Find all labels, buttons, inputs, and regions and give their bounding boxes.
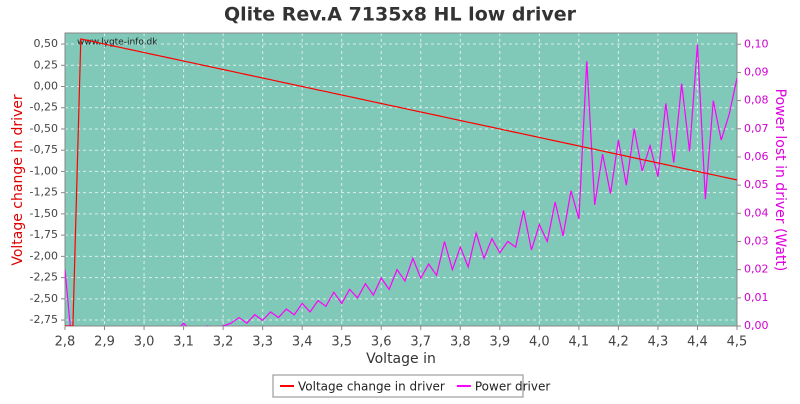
y-tick-label: 0,25 — [34, 58, 59, 71]
x-tick-label: 3,0 — [134, 335, 155, 350]
x-tick-label: 4,0 — [529, 335, 550, 350]
y2-tick-label: 0,06 — [744, 150, 769, 163]
y-tick-label: -0,75 — [30, 143, 58, 156]
y2-tick-label: 0,09 — [744, 65, 769, 78]
y2-tick-label: 0,08 — [744, 94, 769, 107]
watermark: www.lygte-info.dk — [77, 38, 158, 48]
legend-label: Voltage change in driver — [298, 380, 445, 394]
series-line — [65, 38, 737, 326]
y2-tick-label: 0,10 — [744, 37, 769, 50]
y-tick-label: -2,25 — [30, 271, 58, 284]
legend: Voltage change in driver Power driver — [272, 374, 550, 398]
x-tick-label: 3,1 — [173, 335, 194, 350]
y-tick-label: -1,25 — [30, 186, 58, 199]
x-tick-label: 3,8 — [450, 335, 471, 350]
y2-tick-label: 0,00 — [744, 319, 769, 332]
series-line — [65, 44, 737, 326]
x-tick-label: 3,4 — [292, 335, 313, 350]
y-tick-label: -2,50 — [30, 292, 58, 305]
y2-tick-label: 0,07 — [744, 122, 769, 135]
y-tick-label: 0,50 — [34, 37, 59, 50]
legend-box — [272, 374, 524, 398]
y-axis-title: Voltage change in driver — [10, 94, 26, 266]
x-tick-label: 4,2 — [608, 335, 629, 350]
y-tick-label: -0,25 — [30, 101, 58, 114]
x-tick-label: 4,5 — [727, 335, 748, 350]
y2-tick-label: 0,04 — [744, 206, 769, 219]
chart-title: Qlite Rev.A 7135x8 HL low driver — [224, 4, 577, 26]
legend-label: Power driver — [475, 380, 550, 394]
y-tick-label: -0,50 — [30, 122, 58, 135]
y2-tick-label: 0,05 — [744, 178, 769, 191]
y2-axis-title: Power lost in driver (Watt) — [772, 89, 788, 272]
x-axis-title: Voltage in — [366, 351, 436, 367]
y2-tick-label: 0,02 — [744, 263, 769, 276]
x-tick-label: 4,3 — [648, 335, 669, 350]
plot-lines — [65, 38, 737, 326]
y-tick-label: -2,75 — [30, 313, 58, 326]
y-tick-label: -1,75 — [30, 228, 58, 241]
x-tick-label: 2,8 — [55, 335, 76, 350]
x-tick-label: 3,5 — [331, 335, 352, 350]
y-tick-label: 0,00 — [34, 80, 59, 93]
x-tick-label: 4,4 — [687, 335, 708, 350]
y-tick-label: -1,50 — [30, 207, 58, 220]
y-tick-label: -2,00 — [30, 249, 58, 262]
x-tick-label: 3,3 — [252, 335, 273, 350]
x-tick-label: 3,6 — [371, 335, 392, 350]
y-tick-label: -1,00 — [30, 164, 58, 177]
plot-area — [65, 33, 737, 326]
x-tick-label: 2,9 — [94, 335, 115, 350]
y2-tick-label: 0,01 — [744, 291, 769, 304]
y2-tick-label: 0,03 — [744, 234, 769, 247]
x-tick-label: 3,7 — [410, 335, 431, 350]
x-tick-label: 4,1 — [569, 335, 590, 350]
x-tick-label: 3,2 — [213, 335, 234, 350]
x-tick-label: 3,9 — [489, 335, 510, 350]
